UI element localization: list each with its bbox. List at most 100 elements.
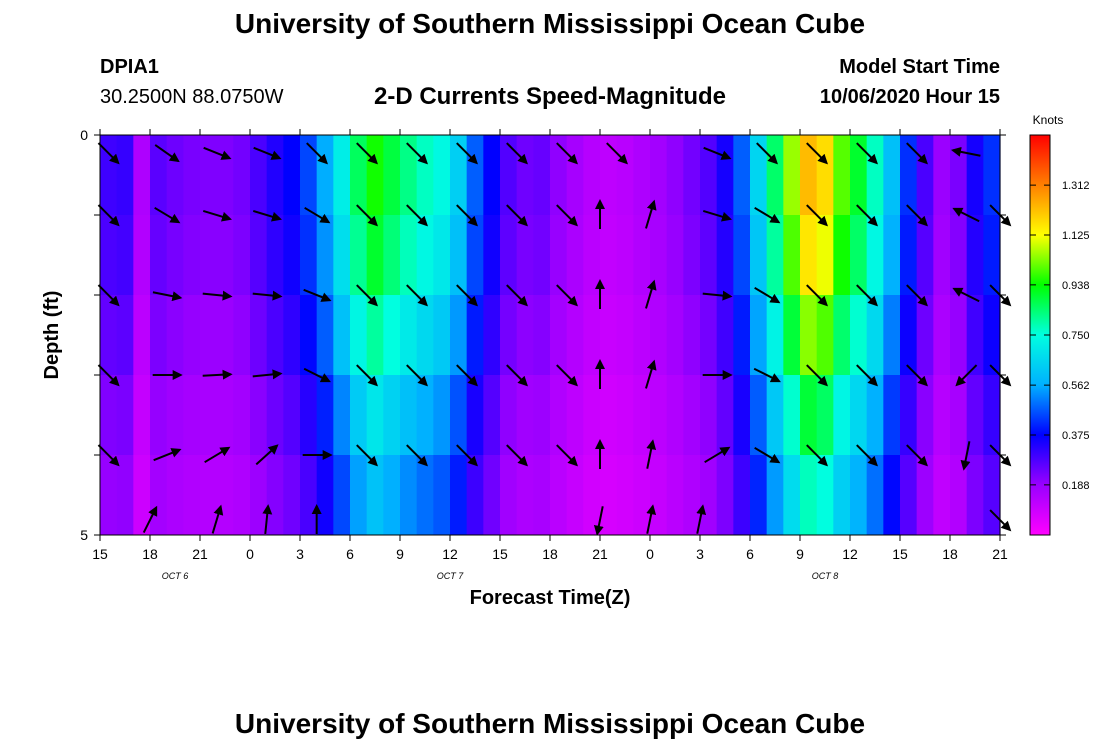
heat-cell [283, 375, 301, 456]
heat-cell [866, 215, 884, 296]
heat-cell [266, 375, 284, 456]
heat-cell [233, 135, 251, 216]
heat-cell [216, 135, 234, 216]
date-labels: OCT 6 OCT 7 OCT 8 [162, 571, 839, 581]
heat-cell [566, 455, 584, 536]
heat-cell [233, 295, 251, 376]
heat-cell [750, 375, 768, 456]
current-arrow [702, 290, 733, 301]
heat-cell [350, 215, 368, 296]
heat-cell [350, 455, 368, 536]
heat-cell [783, 135, 801, 216]
x-tick-label: 6 [346, 546, 354, 562]
heat-cell [433, 215, 451, 296]
heat-cell [400, 295, 418, 376]
speed-heatmap [100, 135, 1001, 536]
heat-cell [650, 135, 668, 216]
heat-cell [266, 455, 284, 536]
heat-cell [666, 455, 684, 536]
current-arrow [955, 364, 978, 387]
heat-cell [216, 295, 234, 376]
x-tick-label: 18 [142, 546, 158, 562]
current-arrow [806, 364, 828, 387]
heat-cell [733, 295, 751, 376]
heat-cell [366, 455, 384, 536]
heat-cell [400, 455, 418, 536]
current-arrow [556, 444, 578, 467]
heat-cell [500, 455, 518, 536]
heat-cell [433, 455, 451, 536]
heat-cell [250, 375, 268, 456]
colorbar-ticks: 1.312 1.125 0.938 0.750 0.562 0.375 0.188 [1030, 180, 1090, 492]
colorbar-tick-label: 0.750 [1062, 330, 1090, 342]
heat-cell [250, 295, 268, 376]
heat-cell [200, 135, 218, 216]
heat-cell [716, 375, 734, 456]
heat-cell [133, 215, 151, 296]
heat-cell [616, 295, 634, 376]
heat-cell [566, 375, 584, 456]
current-arrow [906, 204, 928, 227]
x-tick-label: 9 [796, 546, 804, 562]
heat-cell [900, 295, 918, 376]
heat-cell [216, 215, 234, 296]
heat-cell [200, 295, 218, 376]
heat-cell [350, 135, 368, 216]
heat-cell [616, 375, 634, 456]
heat-cell [583, 135, 601, 216]
heat-cell [516, 375, 534, 456]
heat-cell [550, 375, 568, 456]
heat-cell [666, 375, 684, 456]
current-arrow [556, 284, 578, 307]
current-arrow [856, 364, 878, 387]
heat-cell [683, 455, 701, 536]
heat-cell [316, 375, 334, 456]
heat-cell [716, 455, 734, 536]
current-arrow [906, 284, 928, 307]
heat-cell [566, 295, 584, 376]
heat-cell [850, 135, 868, 216]
x-axis-label: Forecast Time(Z) [470, 587, 631, 609]
current-arrow [856, 444, 878, 467]
heat-cell [766, 375, 784, 456]
heat-cell [583, 375, 601, 456]
colorbar-tick-label: 0.938 [1062, 280, 1090, 292]
current-arrow [252, 210, 282, 222]
heat-cell [750, 455, 768, 536]
heat-cell [933, 215, 951, 296]
heat-cell [116, 215, 134, 296]
heat-cell [850, 455, 868, 536]
heat-cell [883, 455, 901, 536]
current-arrow [646, 504, 657, 534]
heat-cell [833, 455, 851, 536]
current-arrow [646, 439, 657, 469]
heat-cell [766, 135, 784, 216]
heat-cell [816, 375, 834, 456]
heat-cell [166, 295, 184, 376]
heat-cell [183, 295, 201, 376]
heat-cell [433, 135, 451, 216]
heat-cell [650, 215, 668, 296]
heat-cell [816, 455, 834, 536]
heat-cell [366, 215, 384, 296]
heat-cell [483, 375, 501, 456]
heat-cell [583, 455, 601, 536]
current-arrow [645, 199, 657, 229]
heat-cell [650, 455, 668, 536]
heat-cell [583, 215, 601, 296]
heat-cell [866, 375, 884, 456]
heat-cell [366, 375, 384, 456]
heat-cell [333, 375, 351, 456]
current-arrow [556, 142, 578, 165]
heat-cell [383, 215, 401, 296]
heat-cell [450, 215, 468, 296]
heat-cell [850, 375, 868, 456]
heat-cell [166, 375, 184, 456]
current-arrow [950, 146, 981, 157]
heat-cell [100, 215, 118, 296]
current-arrow [152, 291, 183, 302]
heat-cell [516, 455, 534, 536]
heat-cell [916, 455, 934, 536]
heat-cell [316, 295, 334, 376]
x-tick-label: 12 [442, 546, 458, 562]
